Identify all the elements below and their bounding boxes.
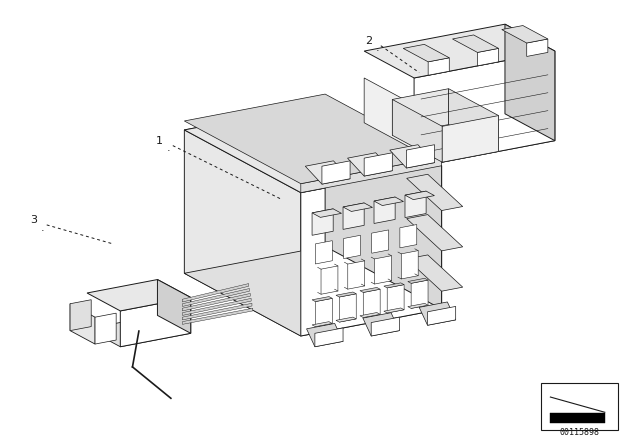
Polygon shape xyxy=(315,328,343,347)
Polygon shape xyxy=(322,161,350,184)
Polygon shape xyxy=(182,303,252,320)
Polygon shape xyxy=(70,304,95,344)
Polygon shape xyxy=(182,298,251,315)
Polygon shape xyxy=(182,293,250,311)
Polygon shape xyxy=(360,288,380,293)
Text: 2: 2 xyxy=(365,36,372,46)
Polygon shape xyxy=(405,191,435,200)
Polygon shape xyxy=(374,197,403,206)
Polygon shape xyxy=(182,284,249,302)
Polygon shape xyxy=(428,306,456,325)
Polygon shape xyxy=(184,246,442,336)
Polygon shape xyxy=(406,255,463,291)
Polygon shape xyxy=(419,302,456,325)
Polygon shape xyxy=(312,322,332,327)
Polygon shape xyxy=(363,313,399,336)
Polygon shape xyxy=(343,203,364,229)
Polygon shape xyxy=(301,166,442,336)
Polygon shape xyxy=(390,145,435,168)
Polygon shape xyxy=(502,26,548,43)
Polygon shape xyxy=(120,297,191,347)
Polygon shape xyxy=(157,280,191,333)
Polygon shape xyxy=(336,317,356,322)
Polygon shape xyxy=(321,266,338,294)
Polygon shape xyxy=(403,44,449,62)
Text: .: . xyxy=(166,143,170,153)
Polygon shape xyxy=(325,103,442,309)
Polygon shape xyxy=(406,145,435,168)
Polygon shape xyxy=(184,103,442,193)
Polygon shape xyxy=(384,283,404,288)
Polygon shape xyxy=(305,161,350,184)
Text: 1: 1 xyxy=(156,136,163,146)
Polygon shape xyxy=(401,250,418,279)
Polygon shape xyxy=(408,303,428,308)
Polygon shape xyxy=(477,48,499,66)
Polygon shape xyxy=(384,308,404,313)
Polygon shape xyxy=(70,300,91,331)
Polygon shape xyxy=(392,99,442,162)
Polygon shape xyxy=(411,280,428,308)
Polygon shape xyxy=(364,114,555,168)
Text: .: . xyxy=(40,223,44,233)
Polygon shape xyxy=(372,230,388,253)
Polygon shape xyxy=(527,39,548,56)
Polygon shape xyxy=(405,191,426,218)
Polygon shape xyxy=(406,215,463,251)
Polygon shape xyxy=(505,24,555,141)
Polygon shape xyxy=(184,103,325,273)
Polygon shape xyxy=(301,157,442,193)
Polygon shape xyxy=(95,313,116,344)
Text: .: . xyxy=(376,43,380,53)
Polygon shape xyxy=(312,209,333,235)
Polygon shape xyxy=(343,203,372,211)
Polygon shape xyxy=(316,241,332,264)
Polygon shape xyxy=(87,280,191,311)
Polygon shape xyxy=(392,89,449,135)
Polygon shape xyxy=(312,297,332,302)
Polygon shape xyxy=(87,315,191,347)
Polygon shape xyxy=(182,308,253,324)
Polygon shape xyxy=(348,153,392,176)
Polygon shape xyxy=(374,256,392,284)
Polygon shape xyxy=(339,294,356,322)
Polygon shape xyxy=(442,116,499,162)
Polygon shape xyxy=(360,313,380,318)
Bar xyxy=(541,383,618,430)
Polygon shape xyxy=(364,153,392,176)
Polygon shape xyxy=(312,209,342,217)
Bar xyxy=(550,413,605,423)
Polygon shape xyxy=(344,235,360,258)
Polygon shape xyxy=(348,261,365,289)
Polygon shape xyxy=(364,24,555,78)
Polygon shape xyxy=(336,292,356,297)
Polygon shape xyxy=(374,197,395,224)
Polygon shape xyxy=(364,289,380,318)
Polygon shape xyxy=(364,78,414,150)
Polygon shape xyxy=(184,94,442,184)
Polygon shape xyxy=(408,278,428,283)
Polygon shape xyxy=(428,58,449,75)
Polygon shape xyxy=(414,51,555,168)
Text: 00115898: 00115898 xyxy=(559,428,599,437)
Polygon shape xyxy=(307,323,343,347)
Polygon shape xyxy=(400,224,417,248)
Polygon shape xyxy=(452,35,499,52)
Polygon shape xyxy=(371,317,399,336)
Polygon shape xyxy=(184,130,301,336)
Polygon shape xyxy=(406,174,463,211)
Polygon shape xyxy=(316,298,332,327)
Text: 3: 3 xyxy=(30,215,37,225)
Polygon shape xyxy=(387,284,404,313)
Polygon shape xyxy=(449,89,499,151)
Polygon shape xyxy=(182,289,250,306)
